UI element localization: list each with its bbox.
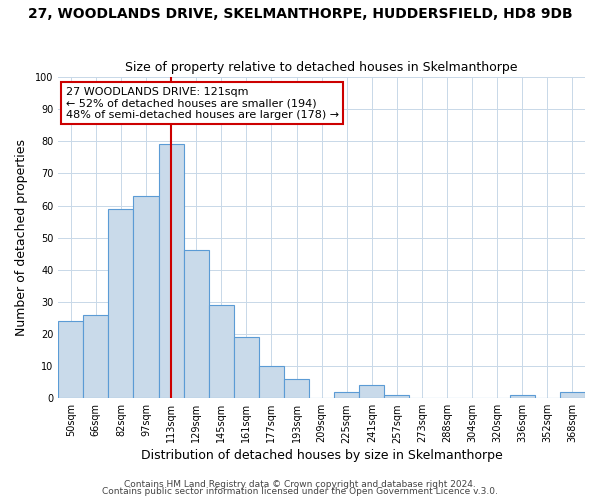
- Bar: [58, 321, 83, 398]
- Bar: [560, 392, 585, 398]
- Bar: [510, 395, 535, 398]
- Y-axis label: Number of detached properties: Number of detached properties: [15, 139, 28, 336]
- Bar: [133, 196, 158, 398]
- Text: Contains public sector information licensed under the Open Government Licence v.: Contains public sector information licen…: [102, 487, 498, 496]
- Text: 27, WOODLANDS DRIVE, SKELMANTHORPE, HUDDERSFIELD, HD8 9DB: 27, WOODLANDS DRIVE, SKELMANTHORPE, HUDD…: [28, 8, 572, 22]
- Bar: [209, 305, 234, 398]
- Text: Contains HM Land Registry data © Crown copyright and database right 2024.: Contains HM Land Registry data © Crown c…: [124, 480, 476, 489]
- Bar: [83, 314, 109, 398]
- Bar: [109, 208, 133, 398]
- Bar: [334, 392, 359, 398]
- Bar: [158, 144, 184, 398]
- Bar: [284, 379, 309, 398]
- X-axis label: Distribution of detached houses by size in Skelmanthorpe: Distribution of detached houses by size …: [141, 450, 502, 462]
- Bar: [259, 366, 284, 398]
- Bar: [184, 250, 209, 398]
- Bar: [385, 395, 409, 398]
- Bar: [234, 337, 259, 398]
- Text: 27 WOODLANDS DRIVE: 121sqm
← 52% of detached houses are smaller (194)
48% of sem: 27 WOODLANDS DRIVE: 121sqm ← 52% of deta…: [66, 86, 339, 120]
- Bar: [359, 386, 385, 398]
- Title: Size of property relative to detached houses in Skelmanthorpe: Size of property relative to detached ho…: [125, 62, 518, 74]
